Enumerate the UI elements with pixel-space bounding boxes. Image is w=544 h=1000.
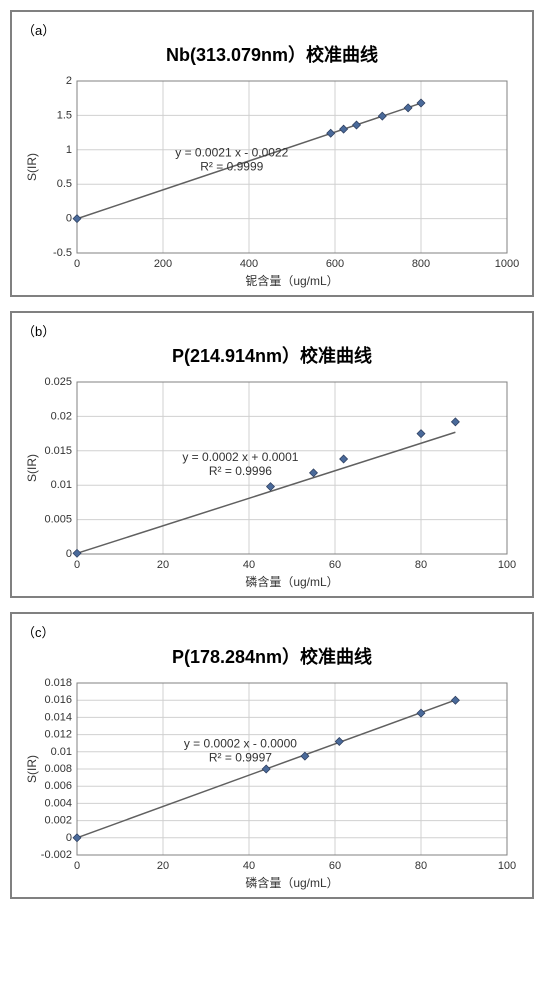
svg-text:S(IR): S(IR) (25, 755, 39, 783)
svg-text:磷含量（ug/mL）: 磷含量（ug/mL） (245, 875, 338, 890)
chart-panel: （c）P(178.284nm）校准曲线-0.00200.0020.0040.00… (10, 612, 534, 899)
svg-text:0.015: 0.015 (44, 445, 72, 457)
svg-text:0.004: 0.004 (44, 797, 72, 809)
panel-label: （a） (22, 20, 522, 39)
svg-text:1000: 1000 (495, 258, 519, 270)
chart-panel: （a）Nb(313.079nm）校准曲线-0.500.511.520200400… (10, 10, 534, 297)
svg-text:400: 400 (240, 258, 258, 270)
svg-text:0.014: 0.014 (44, 711, 72, 723)
svg-text:600: 600 (326, 258, 344, 270)
svg-text:0: 0 (74, 559, 80, 571)
svg-text:S(IR): S(IR) (25, 153, 39, 181)
svg-text:0.006: 0.006 (44, 780, 72, 792)
svg-text:R² = 0.9997: R² = 0.9997 (209, 751, 272, 765)
svg-text:1: 1 (66, 144, 72, 156)
svg-text:铌含量（ug/mL）: 铌含量（ug/mL） (245, 273, 338, 288)
chart-plot: -0.00200.0020.0040.0060.0080.010.0120.01… (22, 673, 522, 893)
chart-title: P(178.284nm）校准曲线 (22, 643, 522, 669)
svg-text:0.005: 0.005 (44, 514, 72, 526)
chart-plot: 0 0.005 0.01 0.015 0.02 0.025 0 20 40 60 80 100 y = … (22, 372, 522, 592)
svg-text:40: 40 (243, 559, 255, 571)
svg-text:60: 60 (329, 559, 341, 571)
chart-title: Nb(313.079nm）校准曲线 (22, 41, 522, 67)
chart-svg: -0.00200.0020.0040.0060.0080.010.0120.01… (22, 673, 522, 893)
svg-text:0: 0 (74, 258, 80, 270)
svg-text:y = 0.0002 x - 0.0000: y = 0.0002 x - 0.0000 (184, 737, 297, 751)
svg-text:磷含量（ug/mL）: 磷含量（ug/mL） (245, 574, 338, 589)
svg-text:0.016: 0.016 (44, 694, 72, 706)
panel-label: （c） (22, 622, 522, 641)
svg-text:0.5: 0.5 (57, 178, 72, 190)
svg-text:80: 80 (415, 860, 427, 872)
svg-text:-0.002: -0.002 (41, 849, 72, 861)
panel-label: （b） (22, 321, 522, 340)
svg-text:800: 800 (412, 258, 430, 270)
svg-text:0.018: 0.018 (44, 677, 72, 689)
svg-text:S(IR): S(IR) (25, 454, 39, 482)
svg-text:2: 2 (66, 75, 72, 87)
svg-text:60: 60 (329, 860, 341, 872)
svg-text:0: 0 (66, 832, 72, 844)
svg-text:100: 100 (498, 860, 516, 872)
chart-panel: （b） P(214.914nm）校准曲线 0 0.005 0.01 0.015 0.02 0.… (10, 311, 534, 598)
svg-text:0.008: 0.008 (44, 763, 72, 775)
chart-title: P(214.914nm）校准曲线 (22, 342, 522, 368)
svg-text:20: 20 (157, 860, 169, 872)
svg-text:y = 0.0002 x + 0.0001: y = 0.0002 x + 0.0001 (182, 450, 298, 464)
svg-text:40: 40 (243, 860, 255, 872)
chart-plot: -0.500.511.5202004006008001000y = 0.0021… (22, 71, 522, 291)
svg-text:0.02: 0.02 (51, 410, 72, 422)
svg-text:0.025: 0.025 (44, 376, 72, 388)
svg-text:R² = 0.9996: R² = 0.9996 (209, 464, 272, 478)
chart-svg: 0 0.005 0.01 0.015 0.02 0.025 0 20 40 60 80 100 y = … (22, 372, 522, 592)
svg-text:0.012: 0.012 (44, 729, 72, 741)
chart-svg: -0.500.511.5202004006008001000y = 0.0021… (22, 71, 522, 291)
svg-text:100: 100 (498, 559, 516, 571)
svg-text:0: 0 (66, 213, 72, 225)
svg-text:20: 20 (157, 559, 169, 571)
svg-text:0.002: 0.002 (44, 815, 72, 827)
svg-text:0: 0 (74, 860, 80, 872)
svg-text:0.01: 0.01 (51, 746, 72, 758)
svg-text:y = 0.0021 x - 0.0022: y = 0.0021 x - 0.0022 (175, 146, 288, 160)
svg-text:-0.5: -0.5 (53, 247, 72, 259)
svg-text:1.5: 1.5 (57, 109, 72, 121)
svg-text:0.01: 0.01 (51, 479, 72, 491)
svg-text:R² = 0.9999: R² = 0.9999 (200, 160, 263, 174)
svg-text:0: 0 (66, 548, 72, 560)
svg-text:80: 80 (415, 559, 427, 571)
svg-text:200: 200 (154, 258, 172, 270)
